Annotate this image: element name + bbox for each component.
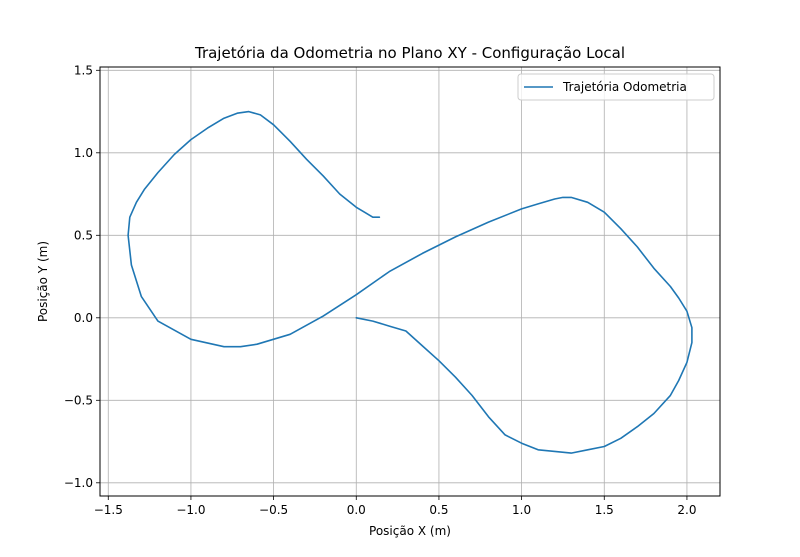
legend: Trajetória Odometria [517, 73, 715, 101]
y-tick-label: 1.5 [74, 63, 93, 77]
x-tick-label: −1.5 [94, 503, 123, 517]
x-axis-label: Posição X (m) [369, 524, 451, 538]
y-tick-label: −1.0 [64, 476, 93, 490]
x-tick-label: 0.5 [429, 503, 448, 517]
y-axis-label: Posição Y (m) [36, 241, 50, 322]
y-tick-label: −0.5 [64, 393, 93, 407]
legend-box [517, 73, 715, 101]
x-tick-label: −0.5 [259, 503, 288, 517]
chart-title: Trajetória da Odometria no Plano XY - Co… [194, 44, 625, 62]
series-layer [127, 110, 693, 454]
x-tick-label: 1.0 [512, 503, 531, 517]
legend-entry-label: Trajetória Odometria [562, 80, 687, 94]
y-tick-label: 1.0 [74, 146, 93, 160]
y-tick-label: 0.0 [74, 311, 93, 325]
grid [100, 67, 720, 496]
plot-frame [99, 66, 721, 497]
ticks: −1.5 −1.0 −0.5 0.0 0.5 1.0 1.5 2.0−1.0−0.50.00.… [64, 63, 697, 517]
x-tick-label: 1.5 [595, 503, 614, 517]
y-tick-label: 0.5 [74, 228, 93, 242]
x-tick-label: −1.0 [176, 503, 205, 517]
x-tick-label: 2.0 [677, 503, 696, 517]
x-tick-label: 0.0 [347, 503, 366, 517]
trajectory-line [127, 110, 693, 454]
